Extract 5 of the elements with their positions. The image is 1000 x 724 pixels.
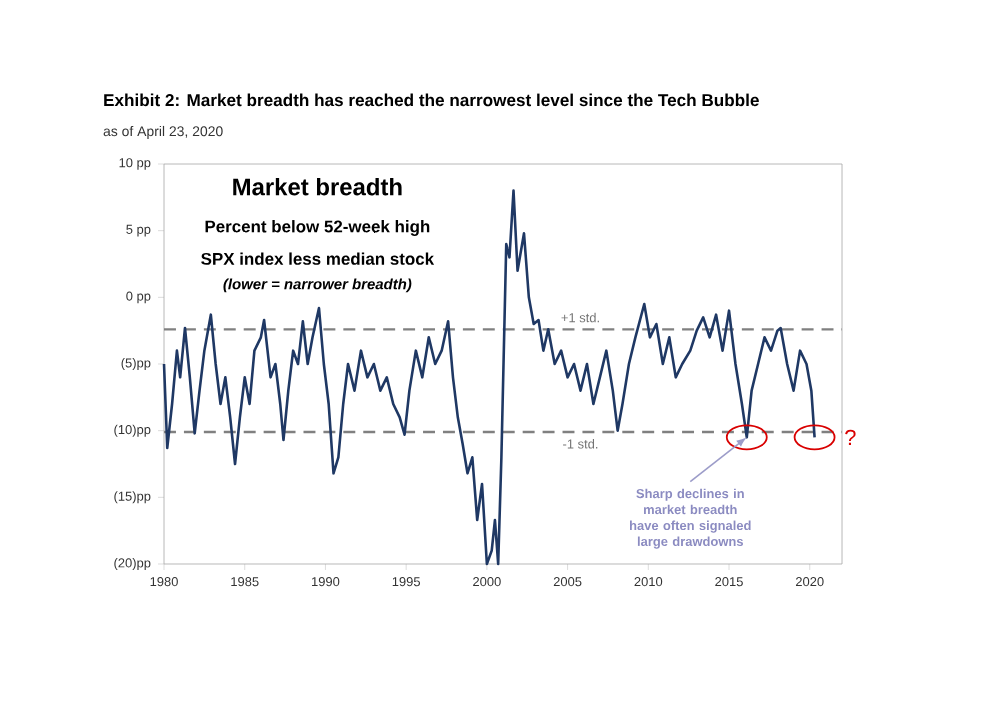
chart-title: Exhibit 2: Market breadth has reached the narrowest level since the Tech Bubble bbox=[104, 93, 759, 107]
annotation: ? bbox=[845, 429, 856, 445]
annotation: Percent below 52-week high bbox=[205, 220, 430, 236]
annotation: SPX index less median stock bbox=[201, 252, 435, 265]
annotation: Market breadth bbox=[233, 177, 402, 196]
